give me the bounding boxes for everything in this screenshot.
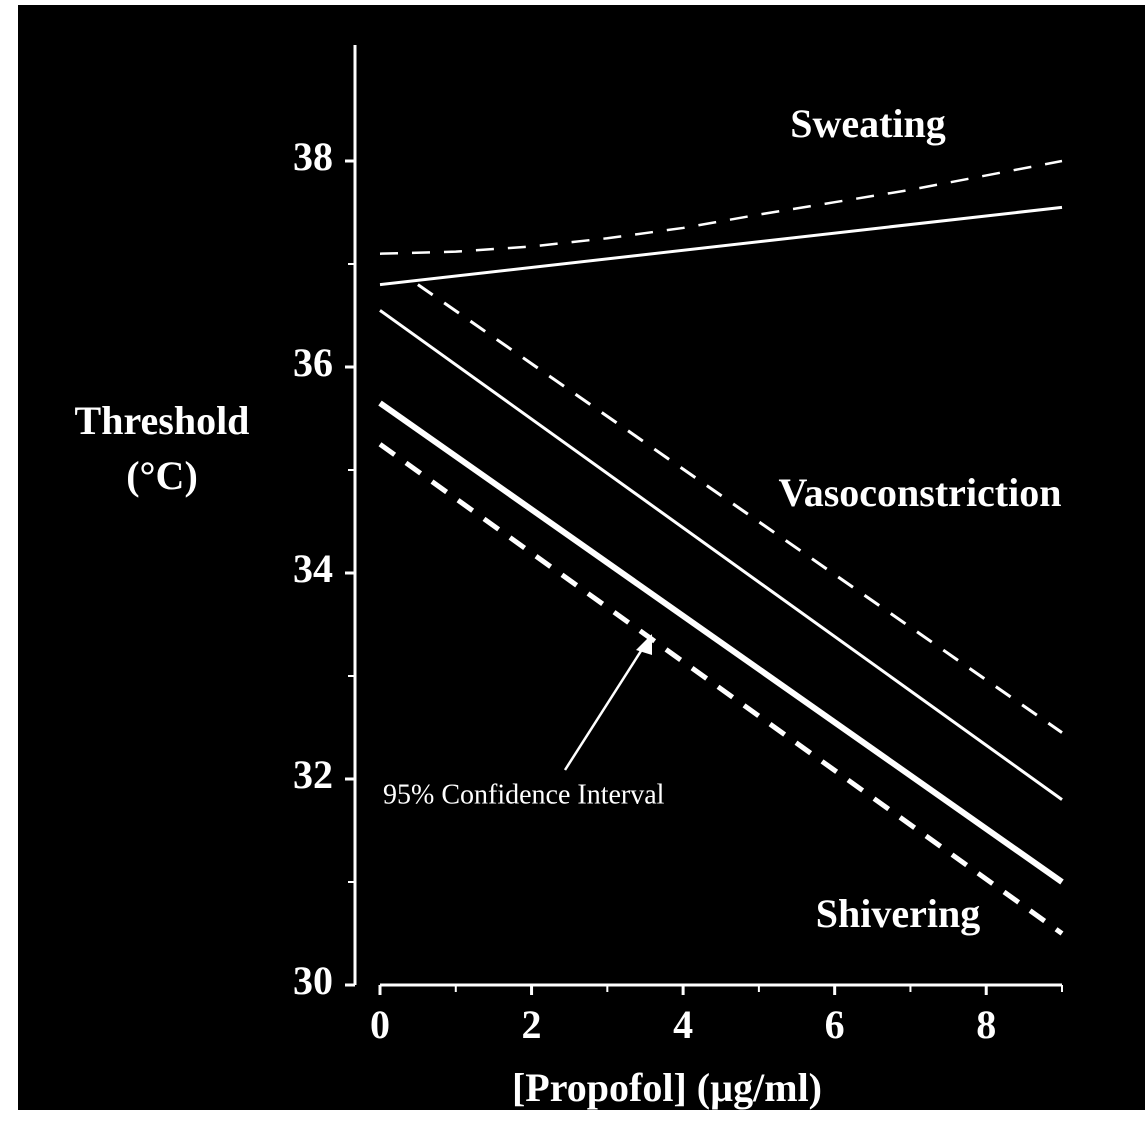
series-line (379, 205, 1063, 287)
series-line (417, 283, 1063, 734)
x-tick-label: 4 (673, 1002, 693, 1047)
x-tick-label: 2 (522, 1002, 542, 1047)
x-tick-label: 8 (976, 1002, 996, 1047)
x-tick-label: 0 (370, 1002, 390, 1047)
y-tick-label: 38 (293, 134, 333, 179)
y-axis-label: (°C) (126, 453, 198, 498)
x-axis-label: [Propofol] (µg/ml) (512, 1065, 822, 1110)
series-line (379, 309, 1063, 801)
annotation: 95% Confidence Interval (383, 779, 665, 810)
y-axis-label: Threshold (75, 398, 250, 443)
background (18, 5, 1145, 1110)
annotation: Vasoconstriction (779, 470, 1062, 515)
annotation: Sweating (790, 101, 946, 146)
y-tick-label: 34 (293, 546, 333, 591)
series-line (379, 159, 1063, 255)
annotation: Shivering (816, 891, 980, 936)
arrow-shaft (563, 639, 650, 771)
y-tick-label: 30 (293, 958, 333, 1003)
y-tick-label: 36 (293, 340, 333, 385)
y-tick-label: 32 (293, 752, 333, 797)
x-tick-label: 6 (825, 1002, 845, 1047)
series-line (378, 400, 1064, 885)
series-line (378, 442, 1064, 936)
